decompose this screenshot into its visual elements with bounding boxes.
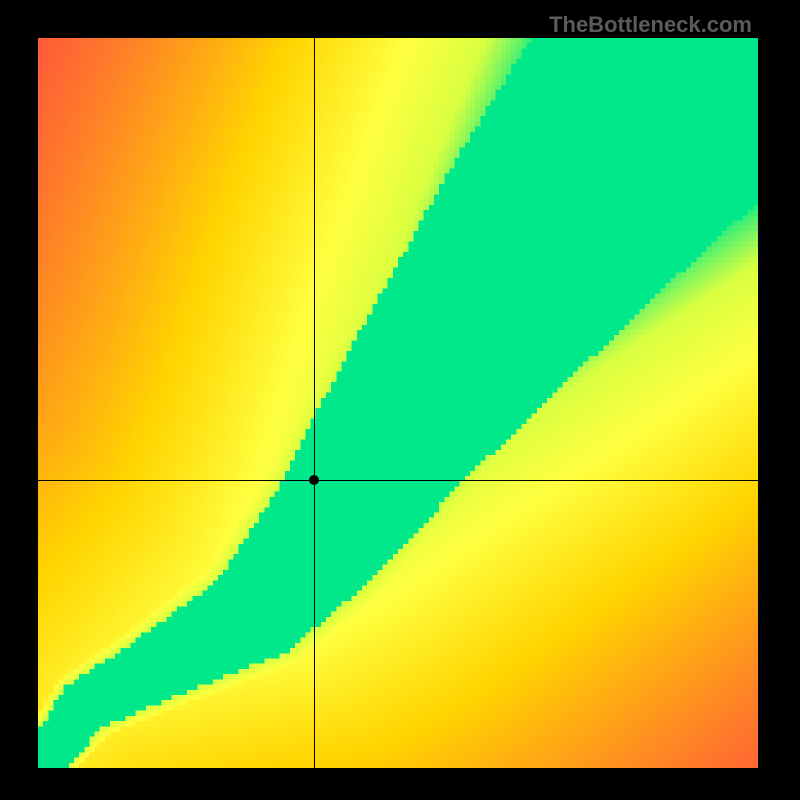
crosshair-horizontal — [38, 480, 758, 481]
heatmap-canvas — [38, 38, 758, 768]
intersection-marker — [309, 475, 319, 485]
bottleneck-heatmap — [38, 38, 758, 768]
crosshair-vertical — [314, 38, 315, 768]
watermark-text: TheBottleneck.com — [549, 12, 752, 38]
